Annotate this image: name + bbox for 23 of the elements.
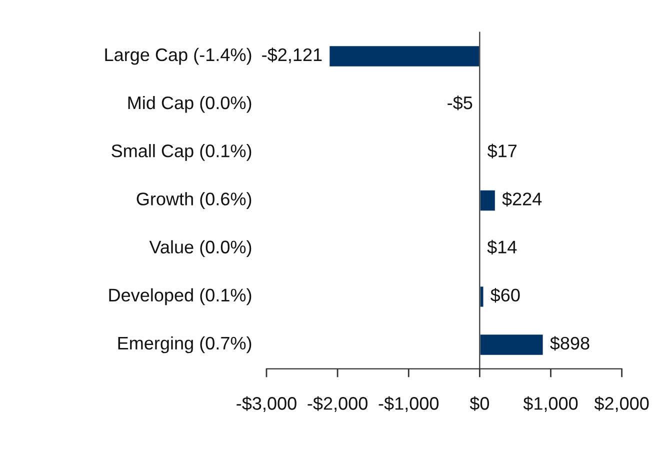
y-tick-label: Mid Cap (0.0%) xyxy=(128,96,252,113)
x-tick-label: -$1,000 xyxy=(378,396,439,412)
y-tick-label: Developed (0.1%) xyxy=(109,288,252,306)
data-label: -$2,121 xyxy=(262,48,322,64)
data-label: $898 xyxy=(550,336,590,351)
x-tick-label: $1,000 xyxy=(523,396,578,412)
y-tick-label: Value (0.0%) xyxy=(149,240,252,258)
data-label: $17 xyxy=(487,144,517,158)
data-label: $14 xyxy=(487,240,517,255)
bar xyxy=(478,333,544,356)
y-tick-label: Growth (0.6%) xyxy=(136,192,252,209)
bar xyxy=(478,189,496,212)
x-tick-label: $0 xyxy=(470,396,490,411)
data-label: $60 xyxy=(490,288,520,303)
y-tick-label: Emerging (0.7%) xyxy=(118,336,252,354)
data-label: -$5 xyxy=(448,96,472,110)
x-tick-label: $2,000 xyxy=(594,396,649,412)
bar xyxy=(328,44,480,68)
x-tick-label: -$3,000 xyxy=(236,396,296,412)
data-label: $224 xyxy=(502,192,542,206)
x-tick-label: -$2,000 xyxy=(308,396,368,412)
y-tick-label: Small Cap (0.1%) xyxy=(112,144,252,161)
y-tick-label: Large Cap (-1.4%) xyxy=(105,48,252,65)
